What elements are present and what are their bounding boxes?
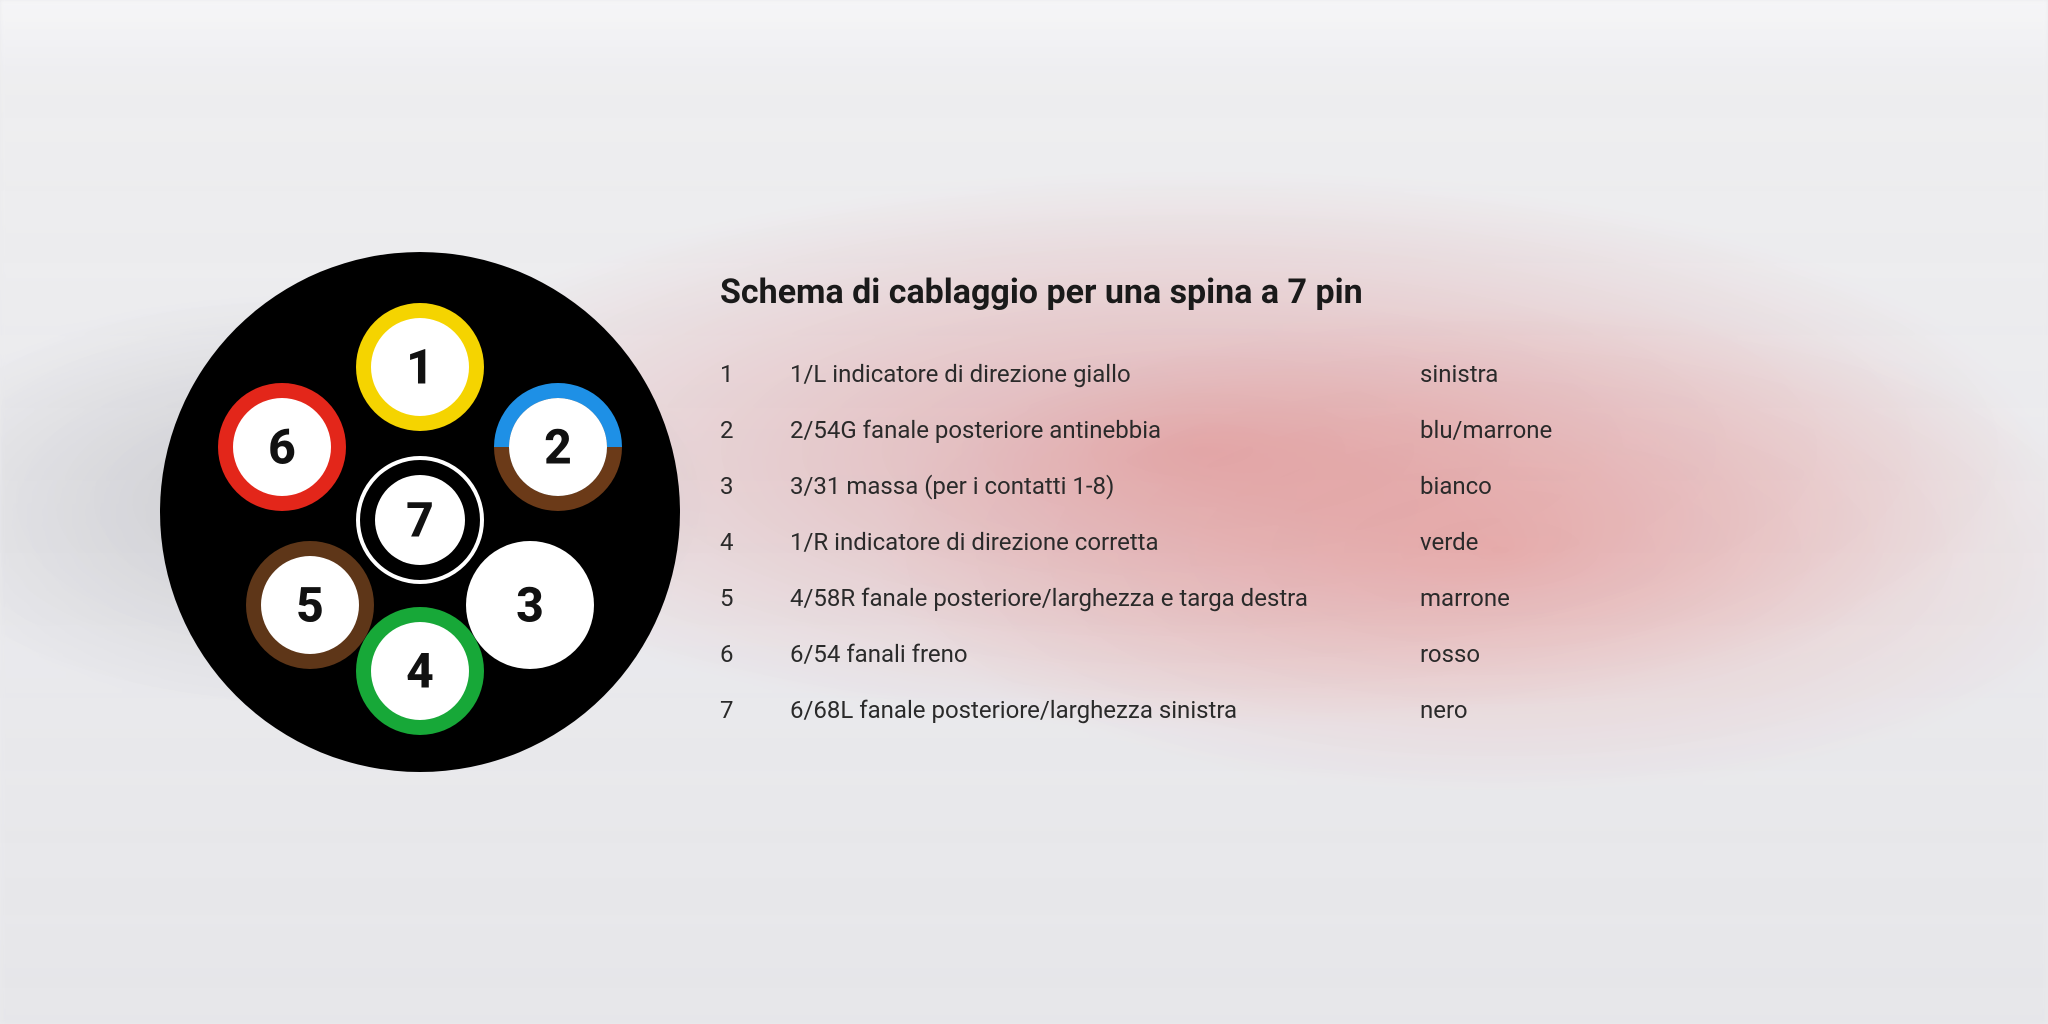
legend-desc: 2/54G fanale posteriore antinebbia	[790, 416, 1420, 444]
legend-color: blu/marrone	[1420, 416, 1888, 444]
pin-6: 6	[218, 383, 346, 511]
legend-color: nero	[1420, 696, 1888, 724]
pin-label: 1	[406, 339, 434, 396]
pin-4: 4	[356, 607, 484, 735]
content-area: 1 2 3 4 5 6 7 Schema di cablaggio per una spin…	[0, 0, 2048, 1024]
legend-num: 3	[720, 472, 790, 500]
pin-2: 2	[494, 383, 622, 511]
legend-desc: 3/31 massa (per i contatti 1-8)	[790, 472, 1420, 500]
connector-diagram-wrap: 1 2 3 4 5 6 7	[0, 252, 700, 772]
legend-num: 4	[720, 528, 790, 556]
legend-color: sinistra	[1420, 360, 1888, 388]
legend-row: 76/68L fanale posteriore/larghezza sinis…	[720, 696, 1888, 724]
connector-diagram: 1 2 3 4 5 6 7	[160, 252, 680, 772]
legend-num: 6	[720, 640, 790, 668]
legend-desc: 6/54 fanali freno	[790, 640, 1420, 668]
legend-desc: 1/R indicatore di direzione corretta	[790, 528, 1420, 556]
legend-num: 2	[720, 416, 790, 444]
legend-row: 33/31 massa (per i contatti 1-8)bianco	[720, 472, 1888, 500]
legend-color: rosso	[1420, 640, 1888, 668]
pin-label: 3	[516, 577, 544, 634]
legend-row: 66/54 fanali frenorosso	[720, 640, 1888, 668]
legend-desc: 1/L indicatore di direzione giallo	[790, 360, 1420, 388]
legend-row: 22/54G fanale posteriore antinebbiablu/m…	[720, 416, 1888, 444]
legend-num: 1	[720, 360, 790, 388]
legend-row: 11/L indicatore di direzione giallosinis…	[720, 360, 1888, 388]
legend-color: bianco	[1420, 472, 1888, 500]
legend-num: 7	[720, 696, 790, 724]
pin-label: 6	[268, 419, 296, 476]
pin-3: 3	[466, 541, 594, 669]
legend-row: 41/R indicatore di direzione correttaver…	[720, 528, 1888, 556]
legend-color: verde	[1420, 528, 1888, 556]
legend-num: 5	[720, 584, 790, 612]
pin-label: 7	[406, 492, 434, 549]
pin-label: 5	[296, 577, 324, 634]
legend-panel: Schema di cablaggio per una spina a 7 pi…	[700, 272, 2048, 752]
pin-label: 2	[544, 419, 572, 476]
pin-5: 5	[246, 541, 374, 669]
pin-label: 4	[406, 643, 434, 700]
legend-row: 54/58R fanale posteriore/larghezza e tar…	[720, 584, 1888, 612]
diagram-title: Schema di cablaggio per una spina a 7 pi…	[720, 272, 1888, 312]
legend-rows: 11/L indicatore di direzione giallosinis…	[720, 360, 1888, 724]
pin-1: 1	[356, 303, 484, 431]
legend-desc: 6/68L fanale posteriore/larghezza sinist…	[790, 696, 1420, 724]
pin-7: 7	[358, 458, 482, 582]
legend-color: marrone	[1420, 584, 1888, 612]
legend-desc: 4/58R fanale posteriore/larghezza e targ…	[790, 584, 1420, 612]
